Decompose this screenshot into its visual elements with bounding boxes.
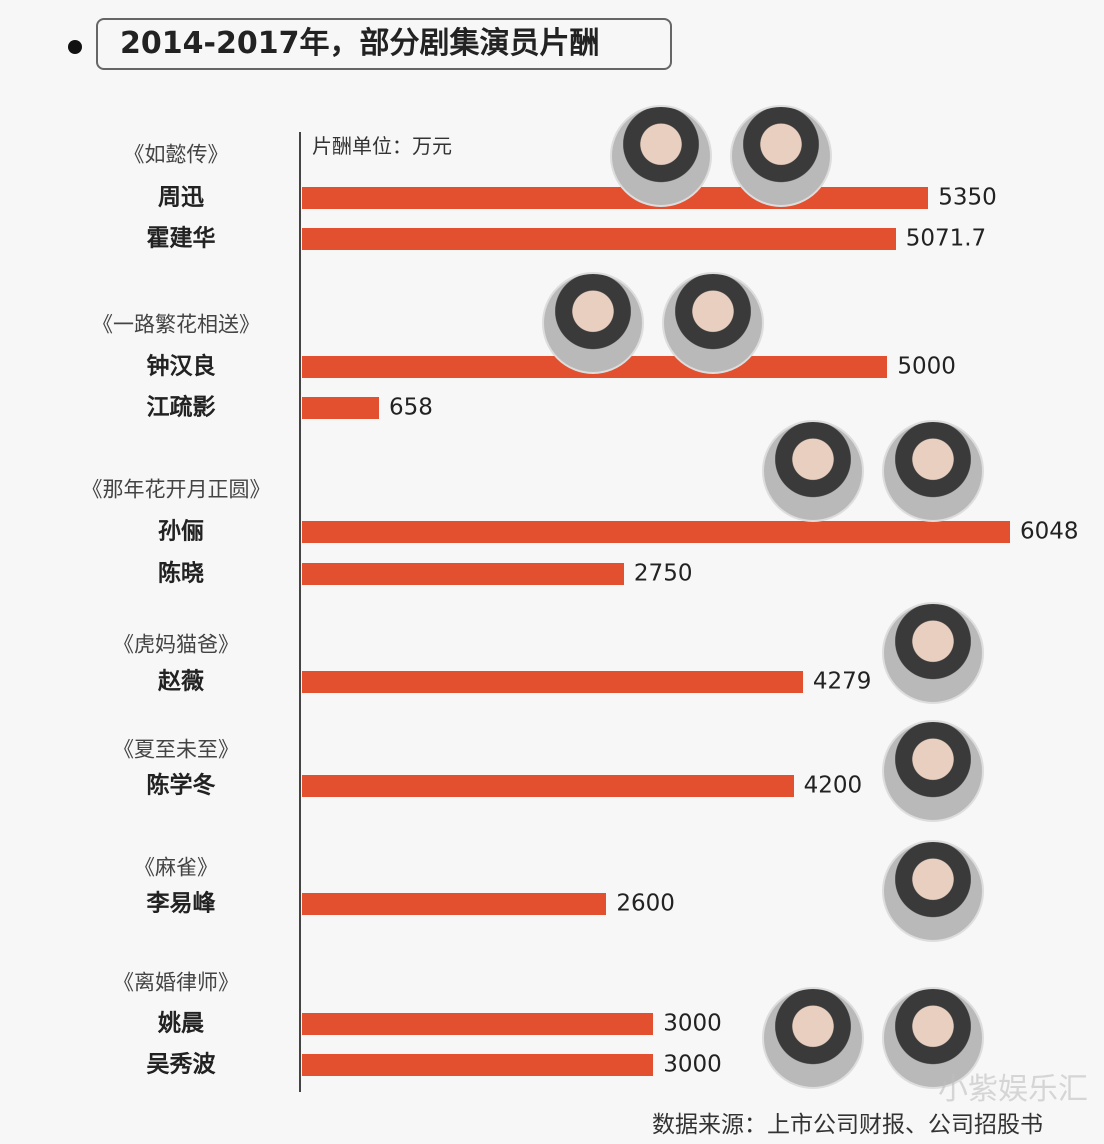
bar — [302, 228, 896, 250]
value-label: 2600 — [616, 890, 675, 917]
source-note: 数据来源：上市公司财报、公司招股书 — [652, 1112, 1043, 1138]
actor-name: 陈学冬 — [146, 772, 216, 799]
drama-label: 《一路繁花相送》 — [92, 312, 260, 337]
value-label: 658 — [389, 394, 433, 421]
value-label: 4279 — [812, 668, 872, 695]
bar — [302, 187, 929, 209]
drama-label: 《离婚律师》 — [113, 970, 239, 995]
bar — [302, 1054, 654, 1076]
bar — [302, 563, 624, 585]
watermark: 小紫娱乐汇 — [938, 1072, 1088, 1107]
actor-name: 江疏影 — [146, 394, 216, 421]
drama-label: 《夏至未至》 — [113, 737, 239, 762]
value-label: 5350 — [938, 184, 997, 211]
value-label: 6048 — [1020, 518, 1079, 545]
value-label: 3000 — [663, 1051, 722, 1078]
drama-label: 《虎妈猫爸》 — [113, 632, 239, 657]
bar — [302, 397, 380, 419]
bar — [302, 521, 1010, 543]
value-label: 4200 — [803, 772, 863, 799]
actor-name: 霍建华 — [146, 225, 216, 252]
actor-avatar-photo — [882, 420, 984, 522]
value-label: 5071.7 — [905, 225, 987, 252]
actor-avatar-photo — [882, 987, 984, 1089]
actor-avatar-photo — [730, 105, 832, 207]
drama-label: 《如懿传》 — [123, 142, 229, 167]
value-label: 5000 — [897, 353, 956, 380]
actor-avatar-photo — [542, 272, 644, 374]
actor-avatar-photo — [762, 987, 864, 1089]
y-axis-line — [299, 132, 301, 1092]
chart-title: 2014-2017年，部分剧集演员片酬 — [96, 18, 672, 70]
drama-label: 《那年花开月正圆》 — [81, 477, 271, 502]
actor-avatar-photo — [610, 105, 712, 207]
actor-name: 赵薇 — [158, 668, 204, 695]
bar — [302, 893, 607, 915]
actor-name: 姚晨 — [158, 1010, 204, 1037]
actor-avatar-photo — [662, 272, 764, 374]
unit-label: 片酬单位：万元 — [312, 134, 452, 158]
bullet-dot — [68, 40, 82, 54]
bar — [302, 775, 794, 797]
drama-label: 《麻雀》 — [134, 855, 218, 880]
bar — [302, 671, 803, 693]
actor-name: 钟汉良 — [146, 353, 216, 380]
actor-avatar-photo — [882, 840, 984, 942]
actor-name: 吴秀波 — [146, 1051, 216, 1078]
actor-name: 李易峰 — [146, 890, 216, 917]
actor-avatar-photo — [882, 720, 984, 822]
actor-avatar-photo — [762, 420, 864, 522]
value-label: 2750 — [633, 560, 693, 587]
bar — [302, 1013, 654, 1035]
actor-name: 陈晓 — [158, 560, 204, 587]
actor-name: 周迅 — [158, 184, 204, 211]
value-label: 3000 — [663, 1010, 722, 1037]
actor-avatar-photo — [882, 602, 984, 704]
actor-name: 孙俪 — [158, 518, 204, 545]
